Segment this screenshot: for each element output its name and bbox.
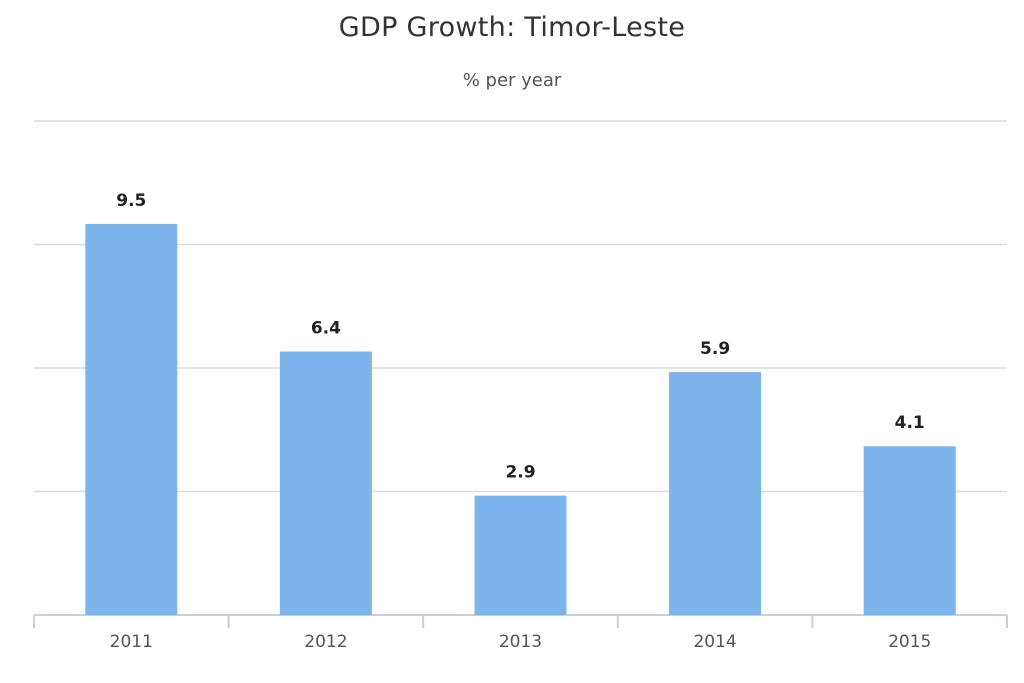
chart-title: GDP Growth: Timor-Leste <box>338 12 686 43</box>
bar-2015 <box>863 446 956 615</box>
data-label-2013: 2.9 <box>505 463 535 483</box>
bar-2011 <box>85 223 178 615</box>
x-tick-label-2014: 2014 <box>693 632 736 652</box>
data-label-2014: 5.9 <box>700 339 730 359</box>
bar-2012 <box>279 351 372 615</box>
bar-2014 <box>669 372 762 615</box>
data-label-2015: 4.1 <box>895 413 925 433</box>
x-tick-label-2013: 2013 <box>499 632 542 652</box>
x-tick-label-2015: 2015 <box>888 632 931 652</box>
chart-subtitle: % per year <box>462 70 562 91</box>
bar-2013 <box>474 495 567 615</box>
data-label-2012: 6.4 <box>311 319 341 339</box>
x-tick-label-2011: 2011 <box>110 632 153 652</box>
x-tick-label-2012: 2012 <box>304 632 347 652</box>
data-label-2011: 9.5 <box>116 191 146 211</box>
